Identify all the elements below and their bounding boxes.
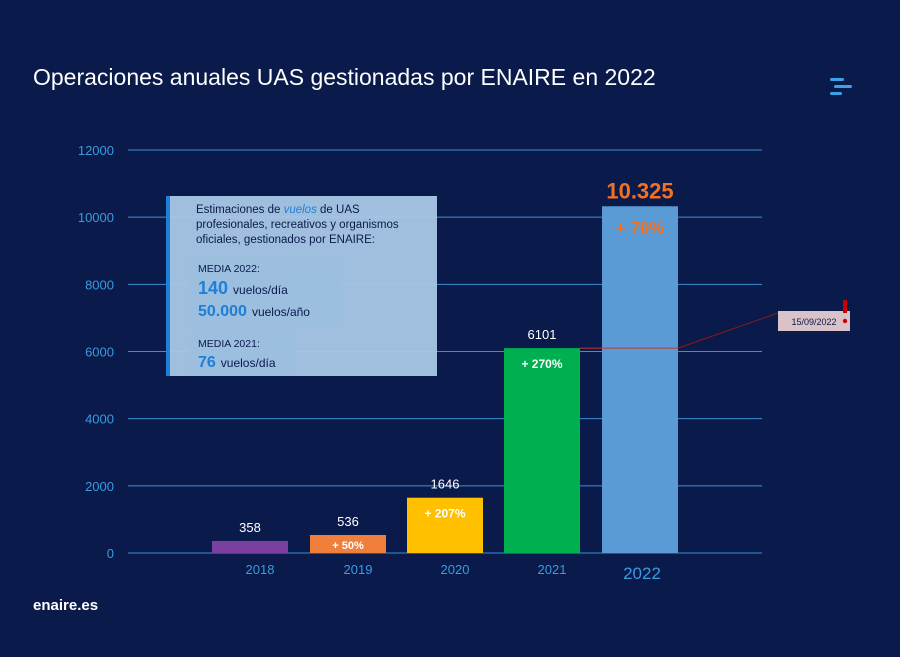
enaire-logo-icon (830, 78, 852, 95)
value-label-2019: 536 (337, 514, 359, 529)
bar-2022 (602, 206, 678, 554)
estimates-line-3: oficiales, gestionados por ENAIRE: (196, 234, 375, 246)
media-2022-day-unit: vuelos/día (233, 283, 288, 297)
estimates-intro-em: vuelos (284, 204, 317, 216)
date-marker: 15/09/2022 (580, 300, 850, 349)
growth-label-2022: + 70% (616, 218, 665, 237)
y-tick-label: 0 (107, 546, 114, 561)
y-tick-label: 8000 (85, 277, 114, 292)
x-tick-label-2018: 2018 (246, 562, 275, 577)
bar-2018 (212, 540, 288, 553)
estimates-intro-pre: Estimaciones de (196, 204, 284, 216)
value-label-2021: 6101 (528, 327, 557, 342)
y-tick-label: 12000 (78, 143, 114, 158)
value-label-2020: 1646 (431, 477, 460, 492)
x-tick-label-2022: 2022 (623, 564, 661, 583)
media-2021-day-unit: vuelos/día (221, 356, 276, 370)
footer-link[interactable]: enaire.es (33, 597, 99, 614)
bar-2020 (407, 497, 483, 553)
svg-text:Estimaciones de vuelos de UAS: Estimaciones de vuelos de UAS (196, 204, 360, 216)
value-label-2022: 10.325 (606, 178, 673, 203)
alert-icon (843, 300, 847, 313)
bar-2021 (504, 348, 580, 553)
media-2021-label: MEDIA 2021: (198, 338, 260, 350)
y-tick-label: 2000 (85, 479, 114, 494)
media-2022-year-value: 50.000 (198, 303, 247, 320)
value-label-2018: 358 (239, 520, 261, 535)
bars: 358 536 + 50% 1646 + 207% 6101 + 270% 10.325 + 7… (212, 178, 678, 554)
y-axis-ticks: 0 2000 4000 6000 8000 10000 12000 (78, 143, 114, 561)
media-2022-label: MEDIA 2022: (198, 263, 260, 275)
chart-title: Operaciones anuales UAS gestionadas por … (33, 64, 656, 90)
growth-label-2021: + 270% (521, 357, 562, 371)
media-2022-year-unit: vuelos/año (252, 305, 310, 319)
estimates-line-2: profesionales, recreativos y organismos (196, 219, 399, 231)
x-tick-label-2019: 2019 (344, 562, 373, 577)
date-marker-label: 15/09/2022 (791, 317, 836, 327)
x-tick-label-2020: 2020 (441, 562, 470, 577)
estimates-callout: Estimaciones de vuelos de UAS profesiona… (166, 196, 437, 376)
media-2021-day-value: 76 (198, 354, 216, 371)
x-tick-label-2021: 2021 (538, 562, 567, 577)
y-tick-label: 4000 (85, 412, 114, 427)
bar-2019 (310, 534, 386, 553)
x-axis-ticks: 2018 2019 2020 2021 2022 (246, 562, 661, 583)
growth-label-2019: + 50% (332, 540, 364, 552)
estimates-intro-post: de UAS (317, 204, 360, 216)
y-tick-label: 6000 (85, 345, 114, 360)
y-tick-label: 10000 (78, 210, 114, 225)
media-2022-day-value: 140 (198, 278, 228, 298)
growth-label-2020: + 207% (424, 507, 465, 521)
